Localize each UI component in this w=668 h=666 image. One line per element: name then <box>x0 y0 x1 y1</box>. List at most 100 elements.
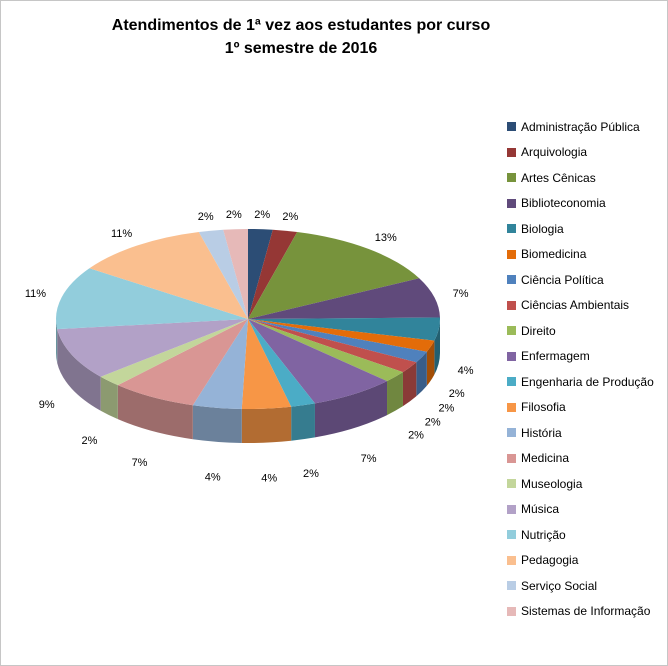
legend-label: Arquivologia <box>521 145 588 159</box>
legend-swatch-icon <box>507 122 516 131</box>
slice-percent-label-16: 11% <box>25 288 46 300</box>
legend: Administração Pública Arquivologia Artes C… <box>507 120 654 618</box>
legend-item-0[interactable]: Administração Pública <box>507 119 654 134</box>
pie-slice-2[interactable] <box>248 232 420 319</box>
slice-percent-label-18: 2% <box>198 211 214 223</box>
legend-label: Medicina <box>521 451 570 465</box>
legend-label: História <box>521 425 562 440</box>
legend-label: Biomedicina <box>521 247 587 261</box>
legend-item-17[interactable]: Pedagogia <box>507 553 654 567</box>
legend-label: Engenharia de Produção <box>521 374 654 389</box>
slice-percent-label-17: 11% <box>111 228 132 240</box>
pie-slice-15[interactable] <box>57 319 248 377</box>
pie-slice-11[interactable] <box>241 319 292 409</box>
slice-percent-label-10: 2% <box>303 468 319 480</box>
pie-slice-0[interactable] <box>248 229 273 319</box>
legend-swatch-icon <box>507 377 516 386</box>
legend-swatch-icon <box>507 530 516 539</box>
legend-swatch-icon <box>507 249 516 259</box>
pie-slice-side-16 <box>56 319 58 364</box>
pie-slice-side-7 <box>402 362 417 407</box>
pie-slice-13[interactable] <box>117 319 249 406</box>
pie-slice-12[interactable] <box>192 319 248 409</box>
legend-label: Sistemas de Informação <box>521 604 651 618</box>
legend-label: Ciência Política <box>521 272 604 287</box>
legend-item-18[interactable]: Serviço Social <box>507 579 654 593</box>
legend-swatch-icon <box>507 402 516 412</box>
legend-swatch-icon <box>507 198 516 208</box>
slice-percent-label-19: 2% <box>226 209 242 221</box>
slice-percent-label-14: 2% <box>81 435 97 447</box>
legend-item-7[interactable]: Ciências Ambientais <box>507 298 654 312</box>
pie-slice-18[interactable] <box>198 229 248 319</box>
pie-slice-17[interactable] <box>89 232 248 319</box>
legend-label: Nutrição <box>521 527 566 542</box>
legend-swatch-icon <box>507 147 516 157</box>
legend-item-12[interactable]: História <box>507 425 654 440</box>
legend-item-4[interactable]: Biologia <box>507 221 654 236</box>
pie-slice-19[interactable] <box>223 229 248 319</box>
pie-slice-side-4 <box>434 319 440 375</box>
pie-slice-10[interactable] <box>248 319 315 407</box>
slice-percent-label-0: 2% <box>254 209 270 221</box>
legend-item-19[interactable]: Sistemas de Informação <box>507 604 654 618</box>
chart-title: Atendimentos de 1ª vez aos estudantes po… <box>1 14 601 60</box>
legend-swatch-icon <box>507 173 516 182</box>
pie-slice-1[interactable] <box>248 229 298 319</box>
legend-swatch-icon <box>507 504 516 514</box>
legend-item-9[interactable]: Enfermagem <box>507 349 654 363</box>
pie-slice-7[interactable] <box>248 319 417 373</box>
legend-item-1[interactable]: Arquivologia <box>507 145 654 159</box>
legend-swatch-icon <box>507 479 516 488</box>
legend-label: Pedagogia <box>521 553 579 567</box>
pie-slice-8[interactable] <box>248 319 403 382</box>
chart-title-line1: Atendimentos de 1ª vez aos estudantes po… <box>111 17 491 34</box>
legend-item-14[interactable]: Museologia <box>507 477 654 491</box>
pie-slice-14[interactable] <box>100 319 249 386</box>
pie-slice-side-11 <box>241 406 292 443</box>
slice-percent-label-1: 2% <box>282 211 298 223</box>
pie-slice-side-6 <box>416 351 427 397</box>
legend-label: Biblioteconomia <box>521 196 606 210</box>
legend-swatch-icon <box>507 351 516 361</box>
legend-item-11[interactable]: Filosofia <box>507 400 654 414</box>
pie-slice-5[interactable] <box>248 319 435 352</box>
legend-item-15[interactable]: Música <box>507 502 654 516</box>
legend-swatch-icon <box>507 300 516 310</box>
legend-item-6[interactable]: Ciência Política <box>507 272 654 287</box>
pie-slice-side-10 <box>291 403 315 441</box>
slice-percent-label-7: 2% <box>425 417 441 429</box>
slice-percent-label-13: 7% <box>132 457 148 469</box>
legend-swatch-icon <box>507 326 516 335</box>
legend-item-5[interactable]: Biomedicina <box>507 247 654 261</box>
legend-label: Enfermagem <box>521 349 590 363</box>
legend-label: Biologia <box>521 221 564 236</box>
legend-label: Música <box>521 502 560 516</box>
legend-swatch-icon <box>507 428 516 437</box>
legend-label: Administração Pública <box>521 119 640 134</box>
pie-slice-side-13 <box>117 385 193 440</box>
pie-slice-9[interactable] <box>248 319 388 404</box>
legend-swatch-icon <box>507 606 516 616</box>
legend-item-8[interactable]: Direito <box>507 324 654 338</box>
slice-percent-label-9: 7% <box>361 453 377 465</box>
pie-slice-side-15 <box>57 329 101 411</box>
chart-title-line2: 1º semestre de 2016 <box>224 40 378 57</box>
legend-item-2[interactable]: Artes Cênicas <box>507 170 654 185</box>
legend-item-10[interactable]: Engenharia de Produção <box>507 374 654 389</box>
legend-swatch-icon <box>507 581 516 590</box>
pie-slice-3[interactable] <box>248 278 440 319</box>
legend-swatch-icon <box>507 555 516 565</box>
pie-slice-6[interactable] <box>248 319 427 363</box>
pie-slice-side-8 <box>387 372 403 416</box>
pie-slice-4[interactable] <box>248 317 440 341</box>
legend-label: Artes Cênicas <box>521 170 596 185</box>
legend-item-3[interactable]: Biblioteconomia <box>507 196 654 210</box>
legend-item-13[interactable]: Medicina <box>507 451 654 465</box>
legend-item-16[interactable]: Nutrição <box>507 527 654 542</box>
legend-swatch-icon <box>507 224 516 233</box>
slice-percent-label-5: 2% <box>449 388 465 400</box>
pie-slice-16[interactable] <box>55 268 248 330</box>
